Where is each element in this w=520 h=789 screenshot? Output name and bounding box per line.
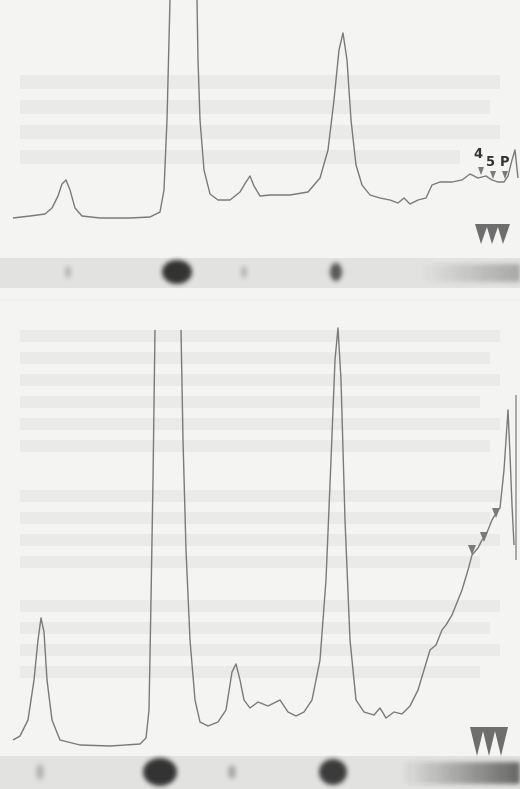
arrowhead-icon	[490, 171, 496, 179]
arrowhead-icon	[480, 532, 488, 542]
gel-band	[330, 263, 342, 281]
gel-band	[162, 260, 192, 284]
arrowhead-icon	[475, 224, 488, 244]
top-gel-strip	[0, 258, 520, 288]
arrowhead-icon	[494, 727, 508, 756]
gel-band	[65, 266, 71, 278]
top-densitometry-trace	[12, 0, 519, 219]
peak-label-5: 5	[486, 155, 495, 170]
arrowhead-icon	[486, 224, 499, 244]
gel-band	[228, 765, 236, 779]
bottom-panel	[12, 327, 517, 756]
top-panel: 4 5 P	[12, 0, 519, 244]
arrowhead-icon	[470, 727, 484, 756]
arrowhead-icon	[468, 545, 476, 555]
bottom-densitometry-trace	[12, 327, 515, 747]
peak-label-p: P	[500, 155, 510, 170]
gel-band	[420, 264, 520, 282]
arrowhead-icon	[478, 167, 484, 175]
gel-band	[400, 762, 520, 784]
bleed-through	[20, 75, 500, 678]
bottom-gel-strip	[0, 756, 520, 789]
gel-band	[241, 266, 247, 278]
gel-band	[36, 764, 44, 780]
arrowhead-icon	[502, 171, 508, 179]
arrowhead-icon	[482, 727, 496, 756]
peak-label-4: 4	[474, 147, 483, 162]
gel-band	[319, 759, 347, 785]
gel-band	[143, 758, 177, 786]
arrowhead-icon	[497, 224, 510, 244]
arrowhead-icon	[492, 508, 500, 518]
